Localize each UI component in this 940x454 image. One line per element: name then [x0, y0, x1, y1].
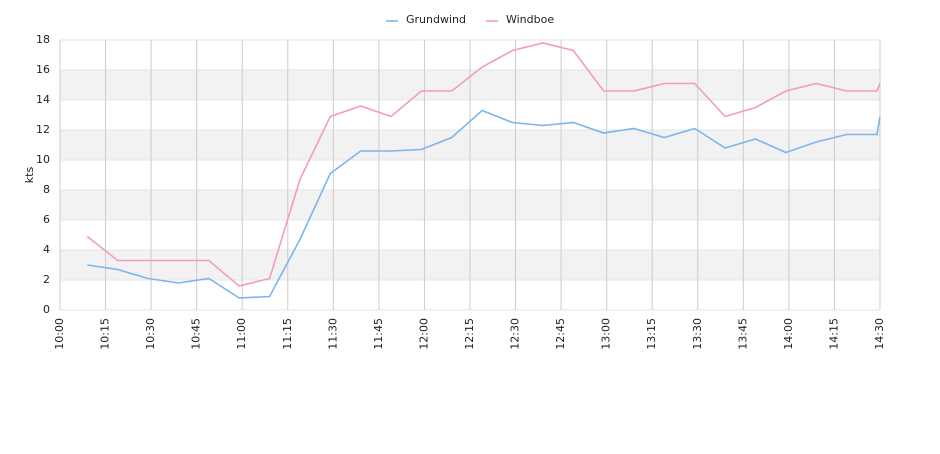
- x-tick-label: 13:45: [736, 318, 749, 350]
- x-tick-label: 13:15: [645, 318, 658, 350]
- x-tick-label: 11:15: [281, 318, 294, 350]
- y-tick-label: 18: [36, 33, 50, 46]
- y-tick-label: 2: [43, 273, 50, 286]
- legend-label: Windboe: [506, 13, 554, 26]
- y-tick-label: 10: [36, 153, 50, 166]
- x-tick-label: 12:45: [554, 318, 567, 350]
- x-tick-label: 12:30: [509, 318, 522, 350]
- x-tick-label: 14:15: [827, 318, 840, 350]
- x-tick-label: 11:00: [235, 318, 248, 350]
- y-tick-label: 4: [43, 243, 50, 256]
- x-tick-label: 14:30: [873, 318, 886, 350]
- x-tick-label: 10:00: [53, 318, 66, 350]
- y-axis-label: kts: [23, 167, 36, 184]
- x-tick-label: 10:15: [99, 318, 112, 350]
- x-tick-label: 14:00: [782, 318, 795, 350]
- x-tick-label: 13:00: [600, 318, 613, 350]
- x-tick-label: 13:30: [691, 318, 704, 350]
- series-line: [86, 42, 881, 287]
- y-tick-label: 16: [36, 63, 50, 76]
- legend-label: Grundwind: [406, 13, 466, 26]
- x-tick-label: 11:30: [326, 318, 339, 350]
- series-line: [87, 109, 881, 299]
- y-tick-label: 6: [43, 213, 50, 226]
- x-tick-label: 12:15: [463, 318, 476, 350]
- x-tick-label: 10:45: [190, 318, 203, 350]
- y-tick-label: 12: [36, 123, 50, 136]
- y-tick-label: 0: [43, 303, 50, 316]
- x-tick-label: 10:30: [144, 318, 157, 350]
- x-tick-label: 12:00: [417, 318, 430, 350]
- y-tick-label: 8: [43, 183, 50, 196]
- y-tick-label: 14: [36, 93, 50, 106]
- x-tick-label: 11:45: [372, 318, 385, 350]
